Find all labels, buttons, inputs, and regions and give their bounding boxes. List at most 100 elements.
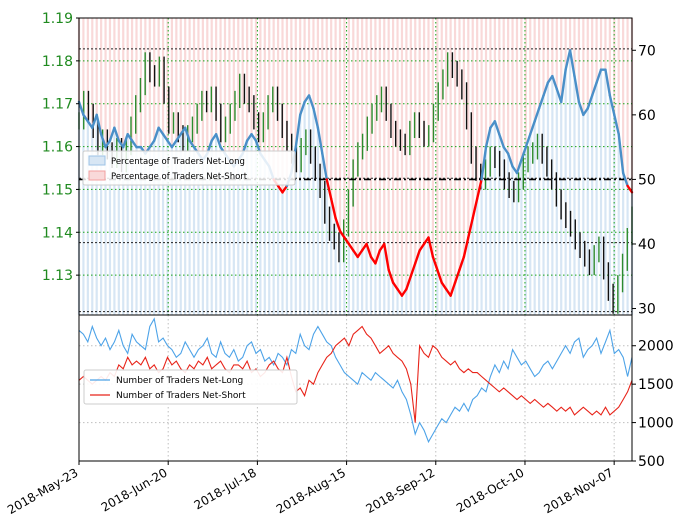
net-short-line-segment: [396, 287, 404, 297]
percent-tick-label: 40: [638, 237, 656, 253]
net-long-line-segment: [316, 126, 324, 155]
percent-tick-label: 70: [638, 43, 656, 59]
bottom-panel-frame: [78, 314, 633, 462]
net-short-line-segment: [475, 178, 483, 200]
legend-swatch-net-long: [88, 155, 106, 166]
net-long-line-segment: [183, 126, 191, 142]
net-short-line-segment: [391, 281, 399, 291]
net-long-line-segment: [104, 139, 112, 149]
net-long-line-segment: [148, 139, 156, 149]
net-long-line-segment: [82, 113, 90, 123]
net-short-line-segment: [431, 255, 439, 272]
net-long-line-segment: [586, 94, 594, 110]
net-long-line-segment: [126, 133, 134, 142]
legend-label-count-net-short: Number of Traders Net-Short: [116, 391, 246, 401]
net-long-line-segment: [493, 120, 501, 136]
sentiment-legend-box: [82, 150, 296, 186]
net-long-line-segment: [604, 68, 612, 97]
date-tick-label: 2018-Nov-07: [541, 465, 615, 516]
net-long-line-segment: [577, 100, 585, 117]
net-long-line-segment: [130, 139, 138, 149]
net-short-line-segment: [383, 242, 390, 272]
net-short-line-segment: [334, 216, 342, 233]
legend-swatch-net-short: [88, 170, 106, 181]
price-tick-label: 1.14: [42, 225, 73, 241]
net-long-line-segment: [250, 133, 258, 142]
net-short-line-segment: [409, 262, 417, 278]
net-short-line-segment: [329, 197, 337, 220]
net-long-line-segment: [551, 74, 558, 91]
net-long-line-segment: [582, 107, 589, 117]
net-long-line-segment: [77, 100, 85, 117]
net-long-line-segment: [533, 107, 541, 123]
net-long-line-segment: [170, 139, 178, 149]
net-short-line-segment: [414, 249, 421, 265]
net-short-line-segment: [338, 229, 346, 239]
net-long-line-segment: [506, 152, 514, 168]
net-short-line-segment: [458, 255, 466, 272]
net-short-line-segment: [281, 184, 289, 194]
net-short-line-segment: [276, 184, 284, 194]
net-short-line-segment: [453, 268, 461, 284]
net-short-line-segment: [400, 287, 408, 297]
net-long-line-segment: [188, 139, 196, 149]
net-short-line-segment: [462, 236, 470, 259]
date-tick-label: 2018-Jun-20: [99, 465, 170, 514]
net-long-line-segment: [608, 94, 616, 117]
net-short-line-segment: [427, 236, 435, 259]
net-long-line-segment: [617, 133, 625, 175]
net-short-line-segment: [387, 268, 395, 284]
date-tick-label: 2018-Aug-15: [274, 465, 348, 516]
date-tick-label: 2018-Oct-10: [454, 465, 526, 515]
net-long-line-segment: [498, 133, 505, 149]
net-long-line-segment: [321, 152, 328, 181]
price-tick-label: 1.15: [42, 182, 73, 198]
net-long-line-segment: [99, 133, 107, 149]
legend-label-net-long: Percentage of Traders Net-Long: [111, 157, 245, 167]
net-long-line-segment: [568, 49, 576, 78]
net-long-line-segment: [590, 81, 598, 97]
net-long-line-segment: [542, 81, 550, 97]
net-long-line-segment: [613, 113, 620, 136]
date-tick-label: 2018-Sep-12: [364, 465, 438, 516]
net-long-line-segment: [502, 145, 510, 155]
net-long-line-segment: [157, 126, 165, 136]
date-tick-label: 2018-May-23: [5, 465, 80, 516]
net-long-line-segment: [108, 126, 116, 142]
count-tick-label: 2000: [638, 339, 674, 355]
traders-net-long-line: [78, 317, 633, 444]
count-tick-label: 1500: [638, 377, 674, 393]
net-short-line-segment: [440, 281, 448, 291]
net-short-line-segment: [449, 281, 457, 297]
net-long-line-segment: [307, 94, 315, 110]
net-long-line-segment: [529, 120, 536, 136]
percent-tick-label: 60: [638, 108, 656, 124]
price-tick-label: 1.13: [42, 268, 73, 284]
price-tick-label: 1.19: [42, 11, 73, 27]
net-short-line-segment: [356, 249, 364, 259]
net-long-line-segment: [312, 107, 320, 129]
traders-net-short-line: [78, 325, 633, 423]
net-long-line-segment: [113, 126, 121, 142]
net-long-line-segment: [245, 133, 253, 142]
net-long-line-segment: [484, 126, 492, 149]
net-long-line-segment: [153, 126, 160, 142]
net-short-line-segment: [626, 184, 634, 194]
net-short-line-segment: [325, 178, 333, 200]
date-tick-label: 2018-Jul-18: [192, 465, 259, 512]
net-long-line-segment: [524, 133, 532, 149]
net-short-line-segment: [365, 242, 373, 259]
percent-tick-label: 50: [638, 172, 656, 188]
net-long-line-segment: [595, 68, 603, 84]
net-long-line-segment: [175, 133, 182, 142]
price-tick-label: 1.18: [42, 54, 73, 70]
percent-tick-label: 30: [638, 302, 656, 318]
net-long-line-segment: [537, 94, 545, 110]
net-long-line-segment: [560, 68, 567, 104]
net-short-line-segment: [471, 197, 479, 220]
net-long-line-segment: [122, 133, 129, 149]
net-long-line-segment: [95, 113, 103, 136]
net-long-line-segment: [294, 113, 302, 149]
